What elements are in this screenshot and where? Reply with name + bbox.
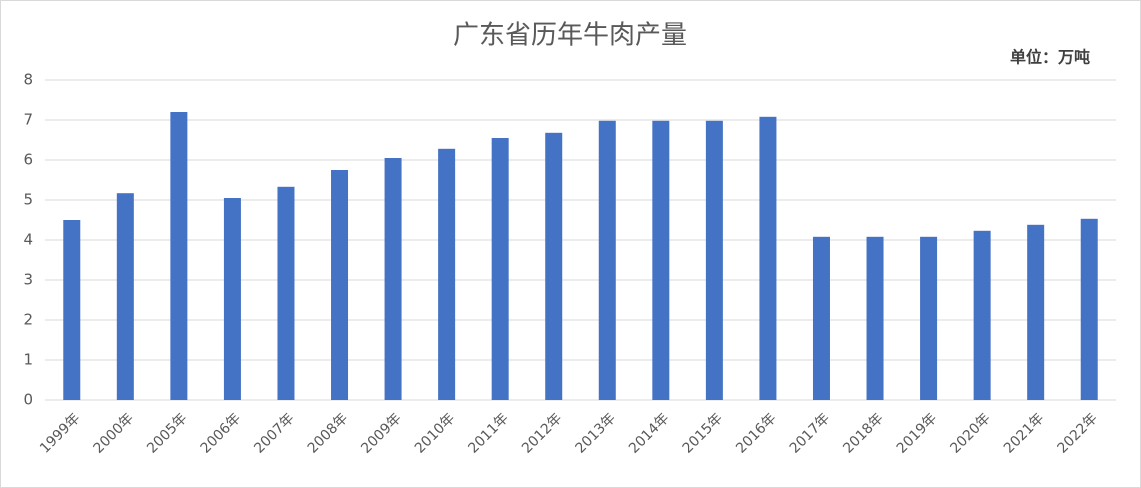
bar [812,236,830,400]
y-tick-label: 1 [23,351,33,369]
bar [170,112,188,400]
bar [1080,218,1098,400]
bar [973,230,991,400]
y-tick-label: 5 [23,191,33,209]
y-tick-label: 0 [23,391,33,409]
y-tick-label: 3 [23,271,33,289]
unit-annotation: 单位：万吨 [1010,48,1090,67]
y-tick-label: 7 [23,111,33,129]
bar [545,132,563,401]
y-tick-label: 4 [23,231,33,249]
bar [63,220,81,400]
chart-title: 广东省历年牛肉产量 [453,21,687,51]
bar [1027,224,1045,400]
bar [866,236,884,400]
bar [652,120,670,401]
bar [438,148,456,400]
bar [598,120,616,401]
bar [223,198,241,400]
y-tick-label: 6 [23,151,33,169]
y-tick-label: 2 [23,311,33,329]
bar [116,193,134,400]
bar [277,186,295,400]
bar [384,158,402,400]
y-tick-label: 8 [23,71,33,89]
bar [705,120,723,401]
bar [920,236,938,400]
bar [759,116,777,401]
bar [331,170,349,400]
bar [491,138,509,400]
